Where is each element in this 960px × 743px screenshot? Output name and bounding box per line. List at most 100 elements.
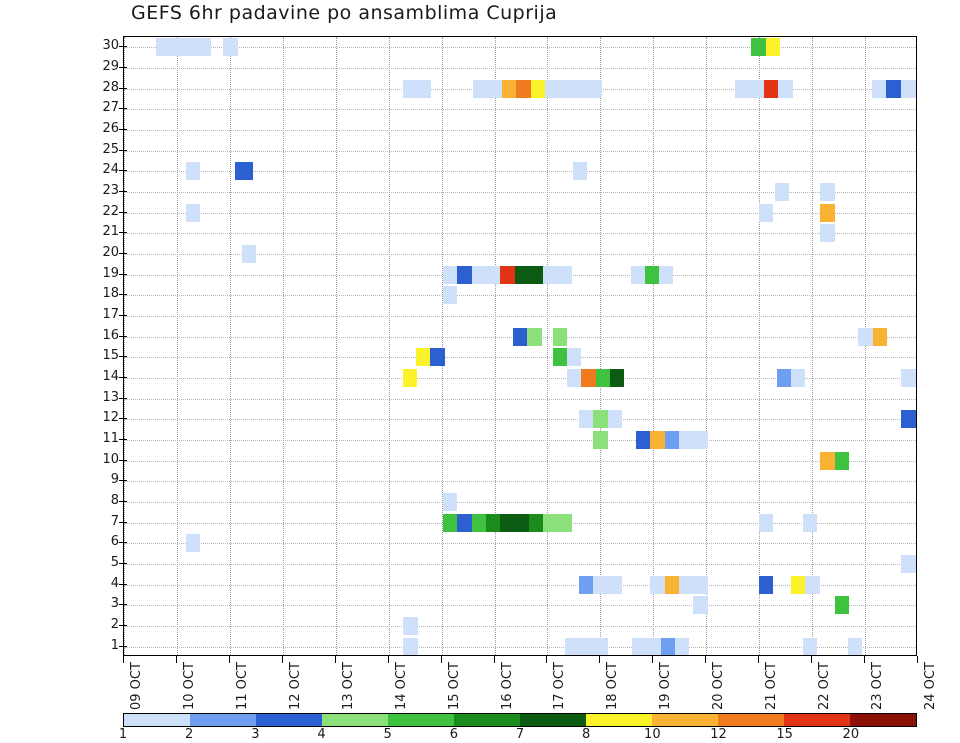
heatmap-cell: [650, 575, 665, 594]
chart-title: GEFS 6hr padavine po ansamblima Cuprija: [131, 2, 558, 24]
x-tick: [599, 656, 601, 663]
x-tick-label: 09 OCT: [129, 662, 144, 710]
colorbar: [123, 713, 917, 727]
y-tick: [119, 294, 127, 296]
y-tick: [119, 232, 127, 234]
heatmap-cell: [581, 368, 596, 388]
heatmap-cell: [802, 513, 818, 532]
y-tick: [119, 211, 127, 213]
heatmap-cell: [790, 575, 806, 594]
y-tick: [119, 418, 127, 420]
heatmap-cell: [820, 224, 835, 243]
y-tick-label: 12: [102, 410, 119, 426]
gridline-horizontal: [124, 68, 916, 69]
x-tick: [917, 656, 918, 663]
heatmap-cell: [900, 368, 916, 388]
y-tick-label: 30: [102, 38, 119, 54]
colorbar-tick-label: 5: [383, 727, 392, 742]
heatmap-cell: [486, 265, 501, 284]
colorbar-segment: [256, 714, 322, 726]
heatmap-cell: [820, 182, 835, 202]
heatmap-cell: [567, 348, 582, 367]
heatmap-cell: [632, 637, 647, 655]
heatmap-cell: [765, 38, 780, 57]
heatmap-cell: [403, 637, 418, 655]
heatmap-cell: [530, 79, 545, 98]
heatmap-cell: [443, 265, 458, 284]
gridline-horizontal: [124, 398, 916, 400]
heatmap-cell: [416, 348, 431, 367]
y-tick: [119, 439, 127, 440]
x-tick-label: 12 OCT: [287, 662, 303, 710]
heatmap-cell: [501, 79, 517, 98]
gridline-vertical: [706, 37, 708, 655]
gridline-horizontal: [124, 460, 916, 462]
y-tick-label: 13: [102, 389, 119, 405]
heatmap-cell: [820, 451, 835, 470]
heatmap-cell: [886, 79, 901, 98]
heatmap-cell: [241, 244, 256, 264]
colorbar-segment: [850, 714, 916, 726]
y-tick-label: 14: [102, 369, 119, 384]
heatmap-cell: [514, 513, 529, 532]
gridline-horizontal: [124, 150, 916, 152]
y-axis: 1 2 3 4 5 6 7 8 9 10 11 12 13 14 15 16 17 18 19 20 21 22 23 24 2…: [75, 36, 127, 656]
x-tick-label: 10 OCT: [181, 662, 197, 710]
colorbar-labels: 1 2 3 4 5 6 7 8 10 12 15 20: [119, 727, 917, 743]
heatmap-cell: [403, 79, 432, 98]
y-tick-label: 29: [102, 59, 119, 74]
y-tick-label: 1: [110, 637, 119, 653]
gridline-vertical: [600, 37, 602, 655]
y-tick: [119, 625, 127, 626]
gridline-vertical: [282, 37, 284, 655]
gridline-horizontal: [124, 564, 916, 565]
heatmap-cell: [593, 430, 608, 450]
heatmap-cell: [543, 265, 558, 284]
heatmap-cell: [543, 513, 558, 532]
heatmap-cell: [636, 430, 651, 450]
colorbar-segment: [784, 714, 850, 726]
heatmap-cell: [871, 79, 887, 98]
heatmap-cell: [759, 513, 774, 532]
y-tick-label: 2: [110, 617, 119, 632]
heatmap-cell: [607, 575, 622, 594]
heatmap-cell: [430, 348, 445, 367]
heatmap-cell: [749, 79, 764, 98]
heatmap-cell: [693, 596, 708, 615]
gridline-horizontal: [124, 233, 916, 235]
heatmap-cell: [443, 286, 458, 305]
gridline-vertical: [759, 37, 761, 655]
y-tick: [119, 67, 127, 68]
x-tick: [440, 656, 442, 663]
y-tick-label: 25: [102, 141, 119, 157]
heatmap-cell: [565, 637, 580, 655]
y-tick: [119, 356, 127, 358]
x-tick-label: 15 OCT: [446, 662, 462, 710]
gridline-vertical: [653, 37, 655, 655]
heatmap-cell: [473, 79, 488, 98]
x-tick: [493, 656, 495, 663]
gridline-vertical: [441, 37, 443, 655]
heatmap-cell: [693, 430, 708, 450]
y-tick: [119, 108, 127, 110]
y-tick: [119, 46, 127, 48]
gridline-horizontal: [124, 47, 916, 49]
y-tick: [119, 273, 127, 275]
heatmap-cell: [552, 348, 568, 367]
y-tick: [119, 335, 127, 337]
x-axis: 09 OCT 10 OCT 11 OCT 12 OCT 13 OCT 14 OCT 15 O…: [123, 656, 938, 716]
y-tick: [119, 521, 127, 523]
gridline-horizontal: [124, 502, 916, 503]
gridline-vertical: [176, 37, 178, 655]
x-tick: [705, 656, 707, 663]
heatmap-cell: [185, 534, 201, 553]
y-tick: [119, 542, 127, 544]
x-tick: [228, 656, 230, 663]
y-tick: [119, 87, 127, 89]
colorbar-segment: [586, 714, 652, 726]
heatmap-cell: [820, 203, 835, 222]
x-tick: [652, 656, 654, 663]
y-tick: [119, 129, 127, 130]
y-tick-label: 3: [110, 596, 119, 612]
heatmap-cell: [900, 79, 916, 98]
